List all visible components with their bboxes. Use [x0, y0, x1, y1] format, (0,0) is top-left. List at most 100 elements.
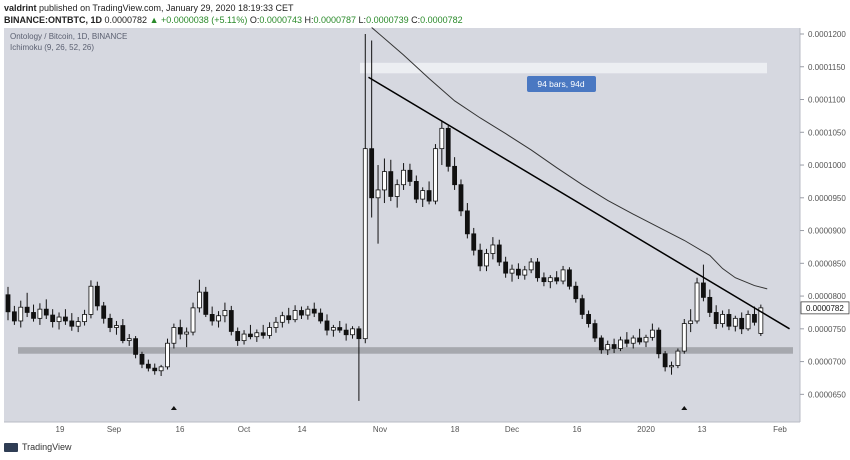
time-axis [4, 422, 850, 436]
candle-body [311, 308, 317, 314]
candle-body [126, 338, 132, 342]
candle-body [50, 314, 56, 323]
candle-body [158, 366, 164, 372]
candle-body [713, 312, 719, 324]
candle-body [484, 253, 489, 267]
y-tick-label: 0.0001050 [808, 128, 846, 137]
candle-body [24, 306, 30, 313]
candle-body [56, 316, 62, 323]
candle-body [133, 338, 139, 355]
last-price: 0.0000782 [104, 15, 148, 25]
candle-body [516, 268, 521, 276]
candle-body [624, 339, 630, 344]
candle-body [286, 315, 292, 321]
candle-body [656, 329, 662, 355]
candle-body [611, 344, 617, 349]
candle-body [107, 317, 113, 328]
candle-body [522, 269, 528, 276]
open-label: O: [249, 15, 260, 25]
candle-body [177, 327, 183, 335]
publish-text: published on TradingView.com, January 29… [39, 3, 294, 13]
candle-body [388, 171, 394, 197]
candle-body [739, 317, 745, 330]
candle-body [152, 367, 158, 372]
candle-body [145, 363, 151, 369]
candle-body [171, 327, 177, 344]
candle-body [369, 148, 375, 199]
x-tick-label: Dec [505, 425, 519, 434]
chart-title: Ontology / Bitcoin, 1D, BINANCE [10, 32, 127, 41]
candle-body [433, 148, 438, 202]
candle-body [458, 184, 464, 212]
x-tick-label: Oct [238, 425, 251, 434]
candle-body [490, 244, 496, 254]
y-tick-label: 0.0000850 [808, 259, 846, 268]
candle-body [649, 329, 655, 338]
plot-area [4, 28, 800, 422]
candle-body [637, 337, 643, 343]
price-axis [800, 28, 850, 422]
candle-body [726, 314, 732, 327]
footer-brand: TradingView [22, 442, 72, 452]
candle-body [31, 312, 36, 319]
low-value: 0.0000739 [366, 15, 409, 25]
candle-body [701, 282, 706, 298]
candle-body [324, 320, 330, 331]
high-label: H: [304, 15, 314, 25]
close-label: C: [411, 15, 421, 25]
candle-body [471, 233, 477, 251]
y-tick-label: 0.0000800 [808, 292, 846, 301]
candle-body [82, 314, 87, 323]
candle-body [496, 244, 502, 263]
candle-body [273, 321, 279, 328]
candle-body [362, 148, 368, 340]
candle-body [643, 336, 649, 343]
candle-body [554, 277, 560, 282]
candle-body [267, 327, 272, 336]
candle-body [439, 127, 445, 150]
candle-body [228, 310, 234, 332]
x-tick-label: Feb [773, 425, 787, 434]
candle-body [547, 277, 553, 283]
resistance-zone [360, 62, 767, 74]
candles [5, 34, 764, 401]
y-tick-label: 0.0000700 [808, 358, 846, 367]
publish-info: valdrint published on TradingView.com, J… [4, 3, 294, 13]
candle-body [426, 190, 432, 202]
candle-body [11, 311, 17, 322]
candle-body [190, 307, 196, 333]
candle-body [101, 305, 107, 319]
candle-body [165, 342, 170, 368]
support-zone [18, 347, 793, 354]
candle-body [260, 332, 266, 336]
candle-body [209, 314, 215, 322]
candle-body [618, 339, 623, 349]
x-tick-label: 19 [56, 425, 65, 434]
publisher-name[interactable]: valdrint [4, 3, 37, 13]
candle-body [420, 190, 426, 200]
candle-body [292, 310, 298, 321]
candle-body [356, 328, 362, 340]
last-price-marker [800, 301, 850, 315]
candle-body [139, 353, 145, 365]
kijun-line [371, 27, 768, 290]
candle-body [5, 294, 11, 313]
tradingview-footer[interactable]: TradingView [4, 442, 72, 452]
x-tick-label: 13 [698, 425, 707, 434]
candle-body [662, 353, 668, 368]
candle-body [452, 165, 458, 186]
candle-body [394, 184, 400, 197]
y-tick-label: 0.0000900 [808, 227, 846, 236]
candle-body [752, 314, 757, 323]
candle-body [720, 314, 725, 324]
y-tick-label: 0.0001100 [808, 96, 846, 105]
candle-body [279, 315, 285, 323]
candle-body [477, 249, 483, 267]
candle-body [675, 350, 681, 366]
candle-body [203, 291, 209, 315]
candle-body [528, 261, 534, 271]
candle-body [541, 277, 547, 283]
candle-body [254, 332, 260, 338]
candle-body [509, 268, 515, 274]
